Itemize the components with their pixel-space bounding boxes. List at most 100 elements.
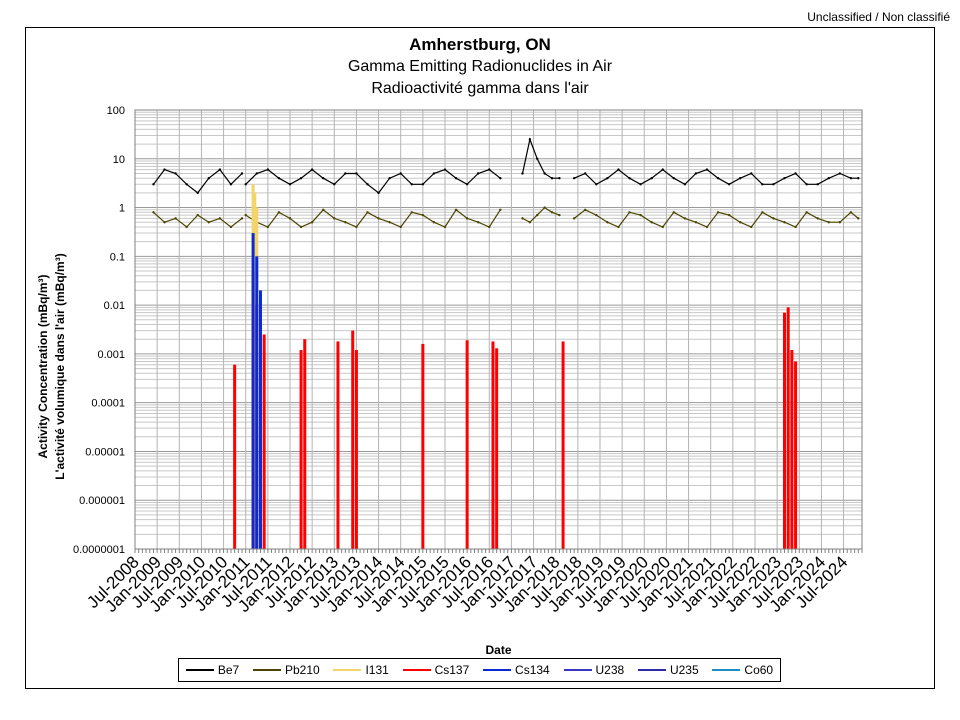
data-point-pb210 bbox=[207, 221, 211, 224]
data-point-pb210 bbox=[838, 221, 842, 224]
data-point-be7 bbox=[683, 183, 687, 186]
x-axis: Jul-2008Jan-2009Jul-2009Jan-2010Jul-2010… bbox=[83, 549, 863, 616]
data-point-be7 bbox=[388, 176, 391, 180]
bar-cs134 bbox=[258, 290, 262, 549]
legend-label: Cs134 bbox=[515, 663, 550, 677]
bar-cs134 bbox=[255, 256, 259, 549]
bar-cs137 bbox=[465, 340, 469, 549]
data-point-be7 bbox=[174, 172, 177, 175]
data-point-be7 bbox=[558, 176, 561, 180]
bar-cs137 bbox=[786, 307, 790, 549]
data-point-pb210 bbox=[849, 211, 853, 214]
data-point-be7 bbox=[432, 172, 436, 175]
data-point-pb210 bbox=[266, 225, 270, 229]
data-point-be7 bbox=[857, 176, 860, 180]
data-point-be7 bbox=[521, 172, 524, 175]
data-point-be7 bbox=[849, 176, 853, 180]
legend-swatch bbox=[185, 669, 214, 671]
data-point-be7 bbox=[827, 176, 830, 180]
data-point-pb210 bbox=[152, 211, 155, 214]
data-point-pb210 bbox=[499, 208, 502, 211]
bar-cs134 bbox=[251, 233, 255, 549]
data-point-pb210 bbox=[163, 221, 166, 224]
y-tick-label: 0.0001 bbox=[91, 398, 125, 410]
bar-cs137 bbox=[421, 343, 425, 549]
y-axis-title-en: Activity Concentration (mBq/m³) bbox=[36, 274, 50, 458]
y-tick-label: 0.0000001 bbox=[73, 544, 125, 556]
series-line-pb210 bbox=[245, 208, 501, 228]
data-point-be7 bbox=[355, 172, 358, 175]
data-point-pb210 bbox=[606, 221, 609, 224]
data-point-pb210 bbox=[739, 221, 742, 224]
data-point-pb210 bbox=[650, 221, 653, 224]
data-point-pb210 bbox=[240, 217, 244, 220]
data-point-be7 bbox=[628, 176, 631, 180]
data-point-pb210 bbox=[244, 213, 247, 217]
legend-swatch bbox=[563, 669, 592, 671]
data-point-pb210 bbox=[443, 225, 447, 229]
data-point-be7 bbox=[163, 168, 166, 171]
data-point-be7 bbox=[794, 172, 797, 175]
data-point-be7 bbox=[661, 168, 664, 171]
data-point-be7 bbox=[783, 176, 786, 180]
series-layer bbox=[152, 137, 860, 550]
data-point-be7 bbox=[650, 176, 653, 180]
bar-cs137 bbox=[336, 341, 340, 549]
data-point-be7 bbox=[218, 168, 222, 171]
data-point-be7 bbox=[761, 183, 764, 186]
y-tick-label: 100 bbox=[107, 105, 125, 117]
legend-swatch bbox=[253, 669, 281, 671]
data-point-pb210 bbox=[794, 225, 797, 229]
data-point-pb210 bbox=[816, 217, 819, 220]
bar-i131 bbox=[253, 192, 257, 549]
data-point-be7 bbox=[310, 168, 314, 171]
data-point-be7 bbox=[816, 183, 819, 186]
data-point-pb210 bbox=[536, 213, 539, 217]
data-point-pb210 bbox=[727, 213, 731, 217]
bar-cs137 bbox=[299, 350, 303, 549]
data-point-pb210 bbox=[683, 217, 687, 220]
legend-label: Be7 bbox=[217, 663, 240, 677]
legend-label: Co60 bbox=[744, 663, 774, 677]
chart-legend: Be7 Pb210 I131 Cs137 Cs134 U238 U235 Co60 bbox=[178, 658, 781, 682]
bar-cs137 bbox=[794, 361, 798, 549]
data-point-be7 bbox=[244, 183, 247, 186]
data-point-pb210 bbox=[174, 217, 177, 220]
bar-cs137 bbox=[351, 330, 355, 549]
data-point-be7 bbox=[595, 183, 598, 186]
legend-label: Pb210 bbox=[285, 663, 320, 677]
y-tick-label: 0.01 bbox=[104, 300, 125, 312]
data-point-be7 bbox=[750, 172, 753, 175]
data-point-be7 bbox=[333, 183, 336, 186]
data-point-be7 bbox=[543, 172, 546, 175]
classification-label: Unclassified / Non classifié bbox=[807, 10, 950, 24]
data-point-be7 bbox=[550, 176, 554, 180]
legend-item-be7: Be7 bbox=[185, 663, 240, 677]
data-point-be7 bbox=[443, 168, 447, 171]
bar-cs137 bbox=[495, 348, 499, 549]
legend-item-cs134: Cs134 bbox=[483, 663, 550, 677]
data-point-pb210 bbox=[827, 221, 830, 224]
data-point-be7 bbox=[477, 172, 480, 175]
data-point-be7 bbox=[465, 183, 469, 186]
data-point-be7 bbox=[536, 157, 539, 160]
data-point-pb210 bbox=[805, 211, 808, 214]
data-point-pb210 bbox=[783, 221, 786, 224]
legend-item-u235: U235 bbox=[637, 663, 699, 677]
data-point-pb210 bbox=[344, 221, 347, 224]
data-point-pb210 bbox=[661, 225, 664, 229]
chart-title: Amherstburg, ON bbox=[409, 35, 551, 54]
y-tick-label: 0.001 bbox=[97, 349, 125, 361]
data-point-pb210 bbox=[672, 211, 675, 214]
legend-item-u238: U238 bbox=[563, 663, 624, 677]
legend-label: Cs137 bbox=[434, 663, 470, 677]
data-point-be7 bbox=[805, 183, 808, 186]
data-point-pb210 bbox=[761, 211, 764, 214]
series-line-be7 bbox=[521, 137, 560, 179]
data-point-pb210 bbox=[218, 217, 222, 220]
legend-swatch bbox=[402, 669, 431, 671]
bar-cs137 bbox=[783, 312, 787, 549]
data-point-pb210 bbox=[595, 213, 598, 217]
data-point-pb210 bbox=[454, 208, 458, 211]
